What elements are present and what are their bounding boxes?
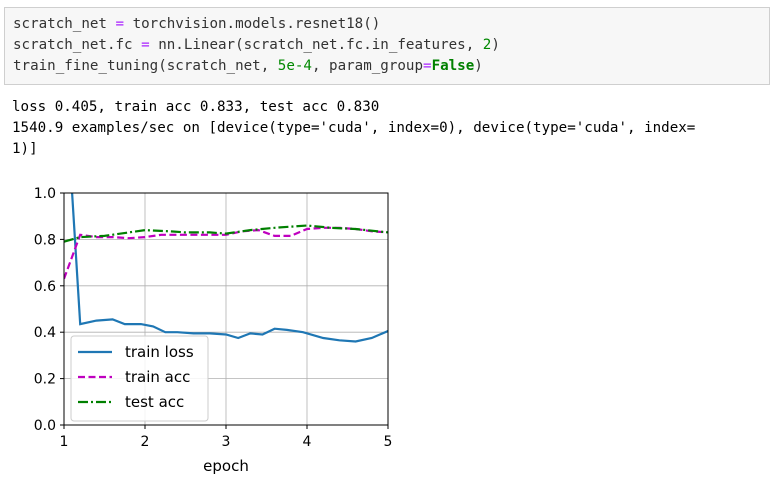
code-cell[interactable]: scratch_net = torchvision.models.resnet1… xyxy=(4,7,770,85)
x-tick-label: 2 xyxy=(141,434,150,450)
y-tick-label: 1.0 xyxy=(34,186,56,202)
output-line-2: 1540.9 examples/sec on [device(type='cud… xyxy=(12,120,696,136)
training-chart: 1 2 3 4 5 0.0 0.2 0.4 0.6 0.8 1.0 epoch train loss tr… xyxy=(34,186,393,475)
x-tick-label: 3 xyxy=(222,434,231,450)
x-tick-label: 4 xyxy=(303,434,312,450)
legend-label: test acc xyxy=(125,393,184,411)
code-number: 2 xyxy=(482,37,492,53)
y-tick-label: 0.2 xyxy=(34,372,56,388)
x-tick-label: 1 xyxy=(60,434,69,450)
legend-label: train loss xyxy=(125,343,194,361)
code-keyword: False xyxy=(431,58,475,74)
y-tick-label: 0.0 xyxy=(34,418,56,434)
code-text: scratch_net.fc xyxy=(13,37,142,53)
code-text: torchvision.models.resnet18() xyxy=(124,16,381,32)
code-text: ) xyxy=(491,37,500,53)
code-operator: = xyxy=(115,16,125,32)
cell-output: loss 0.405, train acc 0.833, test acc 0.… xyxy=(12,97,752,160)
legend-label: train acc xyxy=(125,368,190,386)
y-tick-label: 0.4 xyxy=(34,325,56,341)
code-text: ) xyxy=(474,58,483,74)
code-text: nn.Linear(scratch_net.fc.in_features, xyxy=(149,37,483,53)
code-text: , param_group xyxy=(311,58,424,74)
code-text: scratch_net xyxy=(13,16,116,32)
code-line-1: scratch_net = torchvision.models.resnet1… xyxy=(13,14,769,35)
code-text: train_fine_tuning(scratch_net, xyxy=(13,58,278,74)
legend-box xyxy=(70,335,209,422)
code-number: 5e-4 xyxy=(277,58,312,74)
x-tick-label: 5 xyxy=(384,434,393,450)
code-line-3: train_fine_tuning(scratch_net, 5e-4, par… xyxy=(13,56,769,77)
output-line-3: 1)] xyxy=(12,141,38,157)
series-line-train-loss xyxy=(71,193,388,343)
code-line-2: scratch_net.fc = nn.Linear(scratch_net.f… xyxy=(13,35,769,56)
code-operator: = xyxy=(423,58,432,74)
y-tick-label: 0.8 xyxy=(34,232,56,248)
output-line-1: loss 0.405, train acc 0.833, test acc 0.… xyxy=(12,99,380,115)
code-operator: = xyxy=(141,37,150,53)
series-line-train-acc xyxy=(64,226,388,280)
y-tick-label: 0.6 xyxy=(34,279,56,295)
x-axis-label: epoch xyxy=(203,457,249,475)
